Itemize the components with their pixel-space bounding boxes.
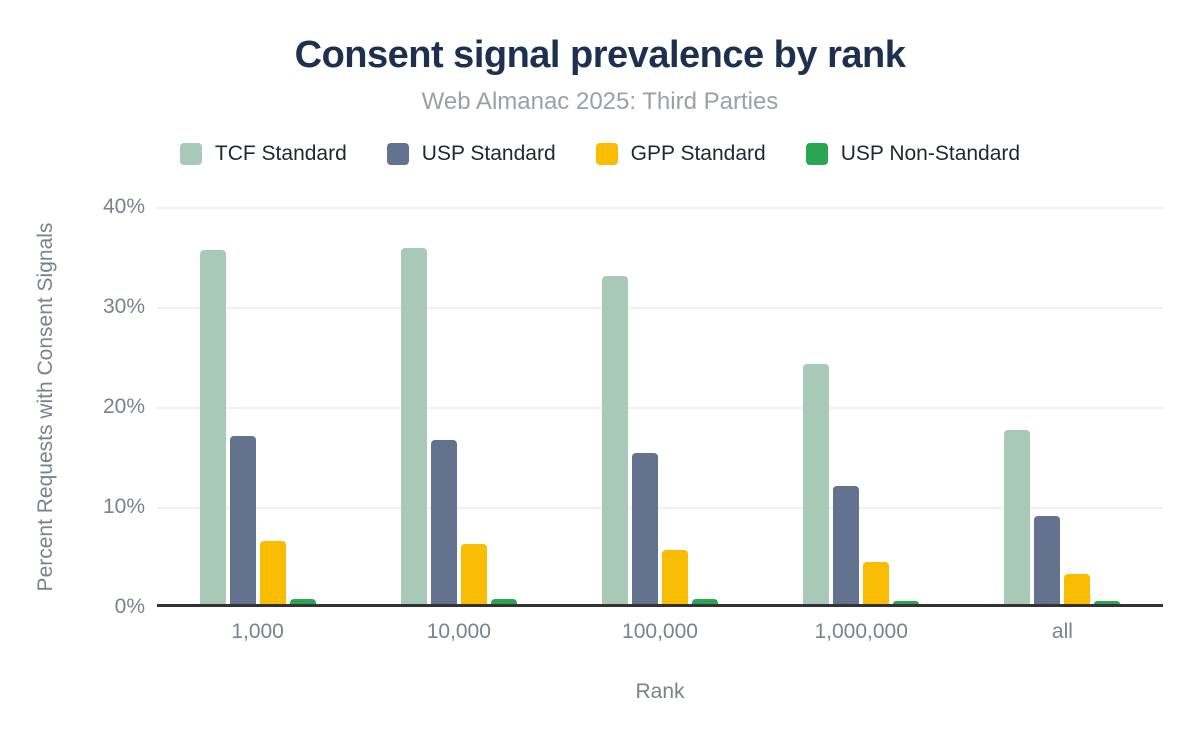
y-tick-label: 40% [102, 195, 145, 218]
legend-item: USP Non-Standard [805, 142, 1021, 166]
bar [863, 562, 890, 604]
y-tick-label: 20% [102, 395, 145, 418]
legend-swatch-icon [595, 143, 618, 165]
x-tick-label: 1,000 [231, 620, 284, 643]
bar [692, 599, 718, 604]
bar [400, 248, 427, 604]
bar [1064, 574, 1091, 604]
chart-title: Consent signal prevalence by rank [294, 34, 906, 76]
legend-label: USP Non-Standard [840, 142, 1021, 165]
legend-item: GPP Standard [595, 142, 766, 166]
bar [289, 599, 316, 604]
bar [460, 544, 487, 604]
bar [1034, 516, 1061, 604]
legend-label: GPP Standard [630, 142, 766, 165]
bar [803, 364, 830, 604]
chart-subtitle: Web Almanac 2025: Third Parties [421, 88, 779, 115]
legend-swatch-icon [386, 143, 409, 165]
bar [662, 550, 688, 604]
legend-item: USP Standard [386, 142, 556, 166]
x-tick-label: 1,000,000 [814, 620, 908, 643]
bar [833, 486, 860, 604]
plot-area [157, 207, 1163, 607]
bar [632, 453, 658, 604]
x-axis-ticks: 1,000 10,000 100,000 1,000,000 all [157, 620, 1163, 644]
x-tick-label: all [1051, 620, 1073, 643]
bar [602, 276, 628, 604]
bar-groups [157, 207, 1163, 604]
bar [1094, 601, 1121, 604]
legend: TCF Standard USP Standard GPP Standard USP … [0, 142, 1200, 166]
bar [893, 601, 920, 604]
y-tick-label: 10% [102, 495, 145, 518]
bar-group-100-000 [559, 207, 760, 604]
bar [430, 440, 457, 604]
gridline [157, 407, 1163, 409]
gridline [157, 307, 1163, 309]
bar [259, 541, 286, 604]
x-tick-label: 100,000 [622, 620, 698, 643]
gridline [157, 207, 1163, 209]
legend-label: USP Standard [421, 142, 556, 165]
gridline [157, 507, 1163, 509]
x-tick-label: 10,000 [426, 620, 491, 643]
y-tick-label: 0% [114, 595, 145, 618]
bar [490, 599, 517, 604]
legend-swatch-icon [805, 143, 828, 165]
legend-swatch-icon [179, 143, 202, 165]
x-axis-title: Rank [635, 680, 685, 703]
bar-group-1-000 [157, 207, 358, 604]
y-tick-label: 30% [102, 295, 145, 318]
legend-label: TCF Standard [214, 142, 347, 165]
legend-item: TCF Standard [179, 142, 347, 166]
bar [229, 436, 256, 604]
bar-group-10-000 [358, 207, 559, 604]
bar [1004, 430, 1031, 604]
bar [199, 250, 226, 604]
bar-group-all [962, 207, 1163, 604]
bar-group-1-000-000 [761, 207, 962, 604]
